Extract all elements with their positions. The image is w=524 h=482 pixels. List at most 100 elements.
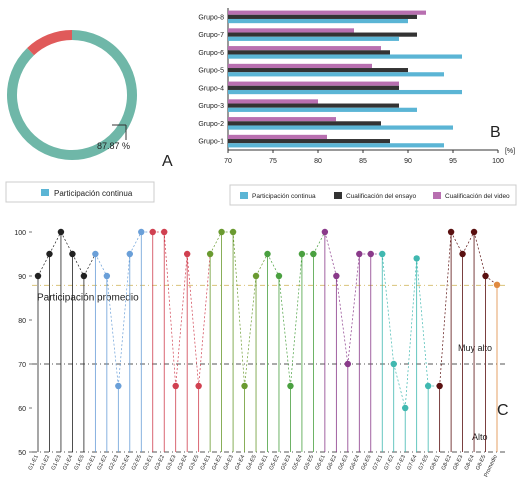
c-y-tick-label: 60: [18, 406, 26, 413]
panel-label-c: C: [497, 402, 509, 419]
c-point: [287, 382, 294, 390]
c-x-tick-label: G2-E4: [119, 454, 131, 471]
bar-video: [228, 46, 381, 51]
bar-x-unit: [%]: [505, 148, 515, 155]
c-connector: [381, 253, 395, 365]
bar-participacion: [228, 107, 417, 112]
c-x-tick-label: G3-E1: [142, 454, 154, 471]
c-point: [69, 250, 76, 258]
bar-participacion: [228, 54, 462, 59]
legend-b: Participación continua Cualificación del …: [229, 184, 517, 206]
c-connector: [232, 231, 245, 387]
c-point: [252, 272, 260, 280]
c-x-tick-label: G4-E2: [211, 454, 223, 471]
bar-video: [228, 28, 354, 33]
panel-label-b: B: [490, 124, 501, 141]
c-connector: [393, 363, 406, 409]
c-point: [275, 272, 283, 280]
c-x-tick-label: G8-E2: [441, 454, 453, 471]
c-x-tick-label: G6-E3: [337, 454, 349, 471]
c-point: [138, 228, 145, 236]
bar-ensayo: [228, 14, 417, 19]
c-connector: [129, 231, 142, 255]
bar-video: [228, 99, 318, 104]
bar-video: [228, 81, 399, 86]
bar-category-label: Grupo-6: [198, 50, 224, 57]
c-x-tick-label: G4-E1: [200, 454, 212, 471]
c-connector: [404, 258, 418, 409]
c-point: [126, 250, 133, 258]
legend-a: Participación continua: [5, 181, 155, 203]
c-x-tick-label: G2-E2: [97, 454, 109, 471]
donut-slice-1: [7, 30, 137, 160]
c-x-tick-label: G3-E2: [154, 454, 166, 471]
donut-annotation: 87.87 %: [97, 124, 130, 151]
c-x-tick-label: G1-E3: [51, 454, 63, 471]
c-connector: [186, 253, 199, 387]
bar-x-tick-label: 75: [269, 158, 277, 165]
bar-participacion: [228, 89, 462, 95]
c-connector: [244, 275, 257, 387]
bar-video: [228, 117, 336, 122]
c-x-tick-label: G3-E5: [188, 454, 200, 471]
bar-x-tick-label: 90: [404, 158, 412, 165]
c-x-tick-label: G2-E1: [85, 454, 97, 471]
bar-category-label: Grupo-2: [198, 121, 224, 128]
c-point: [390, 360, 397, 368]
bar-ensayo: [228, 32, 417, 37]
legend-b-swatch: [433, 192, 441, 199]
bar-ensayo: [228, 50, 390, 55]
donut-chart: [7, 30, 137, 160]
c-connector: [267, 253, 280, 277]
c-x-tick-label: G2-E5: [131, 454, 143, 471]
c-point: [310, 250, 317, 258]
c-point: [149, 228, 156, 236]
c-connector: [416, 258, 429, 387]
c-point: [436, 382, 443, 390]
c-connector: [49, 231, 62, 255]
bar-category-label: Grupo-4: [198, 85, 224, 92]
c-x-tick-label: G7-E3: [395, 454, 407, 471]
c-x-tick-label: G5-E5: [303, 454, 315, 471]
c-point: [447, 228, 455, 236]
c-connector: [255, 253, 268, 277]
c-point: [367, 250, 374, 258]
c-x-tick-label: G8-E5: [475, 454, 487, 471]
c-connector: [117, 253, 131, 387]
c-connector: [37, 253, 50, 277]
c-connector: [163, 231, 177, 387]
bar-video: [228, 134, 327, 140]
c-connector: [60, 231, 73, 255]
c-x-tick-label: G5-E3: [280, 454, 292, 471]
c-x-tick-label: G4-E4: [234, 454, 246, 471]
c-connector: [324, 231, 337, 277]
bar-video: [228, 63, 372, 69]
c-point: [115, 382, 122, 390]
c-point: [57, 228, 65, 236]
c-y-tick-label: 70: [18, 362, 26, 369]
c-x-tick-label: G5-E4: [292, 454, 304, 471]
c-connector: [473, 231, 486, 277]
c-ref-label-alto: Alto: [472, 432, 488, 442]
c-x-tick-label: G1-E4: [62, 454, 74, 471]
bar-category-label: Grupo-3: [198, 103, 224, 110]
legend-a-label: Participación continua: [54, 189, 133, 198]
c-y-tick-label: 90: [18, 274, 26, 281]
legend-b-box: [229, 184, 517, 206]
legend-b-label: Cualificación del video: [445, 193, 510, 200]
bar-category-label: Grupo-7: [198, 32, 224, 39]
c-connector: [450, 231, 463, 255]
bar-ensayo: [228, 68, 408, 73]
c-ref-label-promedio: Participación promedio: [37, 292, 139, 303]
c-point: [344, 360, 352, 368]
c-connector: [106, 275, 119, 387]
c-point: [92, 250, 99, 258]
bar-ensayo: [228, 103, 399, 108]
c-x-tick-label: G8-E4: [464, 454, 476, 471]
legend-a-box: [5, 181, 155, 203]
c-x-tick-label: G3-E3: [165, 454, 177, 471]
bar-x-tick-label: 85: [359, 158, 367, 165]
c-point: [321, 228, 329, 236]
c-connector: [347, 253, 360, 365]
c-x-tick-label: G6-E5: [360, 454, 372, 471]
